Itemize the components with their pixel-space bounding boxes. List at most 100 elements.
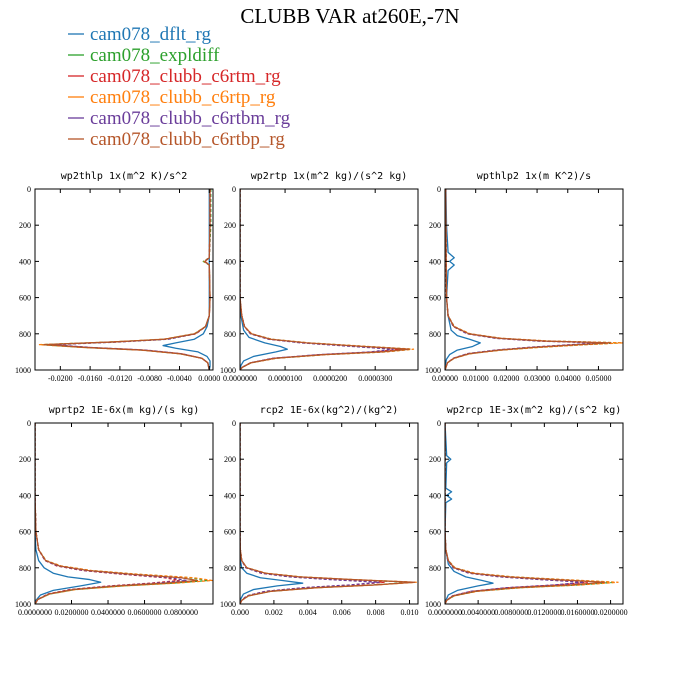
legend-label: cam078_expldiff <box>90 45 220 66</box>
y-tick-label: 400 <box>429 257 441 266</box>
y-tick-label: 0 <box>27 419 31 428</box>
x-tick-label: -0.0080 <box>137 374 162 383</box>
y-tick-label: 1000 <box>15 600 31 609</box>
series-group <box>445 189 623 370</box>
x-tick-label: 0.0120000 <box>527 608 561 617</box>
series-line <box>240 423 304 604</box>
y-tick-label: 0 <box>437 185 441 194</box>
x-tick-label: 0.0800000 <box>164 608 198 617</box>
y-tick-label: 200 <box>19 221 31 230</box>
y-tick-label: 800 <box>224 330 236 339</box>
panel-title: wpthlp2 1x(m K^2)/s <box>477 171 591 182</box>
y-tick-label: 600 <box>429 294 441 303</box>
x-tick-label: 0.0200000 <box>55 608 89 617</box>
chart-panel: wp2thlp 1x(m^2 K)/s^2 0 200 400 600 800 1000 -0… <box>15 171 220 383</box>
chart-panels: wp2thlp 1x(m^2 K)/s^2 0 200 400 600 800 1000 -0… <box>15 171 628 617</box>
plot-frame <box>444 422 624 605</box>
x-tick-label: 0.0000100 <box>268 374 302 383</box>
x-tick-label: 0.0160000 <box>560 608 594 617</box>
series-group <box>240 423 417 604</box>
x-tick-label: 0.0600000 <box>128 608 162 617</box>
x-tick-label: 0.0000000 <box>223 374 257 383</box>
series-line <box>240 189 288 370</box>
y-tick-label: 200 <box>224 455 236 464</box>
chart-panel: wp2rcp 1E-3x(m^2 kg)/(s^2 kg) 0 200 400 600 8… <box>425 405 628 617</box>
y-tick-label: 1000 <box>220 600 236 609</box>
y-tick-label: 200 <box>429 455 441 464</box>
series-group <box>35 423 213 604</box>
series-line <box>240 423 380 604</box>
series-line <box>445 423 494 604</box>
chart-panel: wpthlp2 1x(m K^2)/s 0 200 400 600 800 10000.00… <box>425 171 624 383</box>
y-tick-label: 0 <box>437 419 441 428</box>
panel-title: wp2rcp 1E-3x(m^2 kg)/(s^2 kg) <box>447 405 622 416</box>
series-line <box>240 189 410 370</box>
legend-item: cam078_expldiff <box>68 45 220 66</box>
series-line <box>240 423 417 604</box>
y-tick-label: 1000 <box>425 366 441 375</box>
figure-title: CLUBB VAR at260E,-7N <box>240 4 459 28</box>
x-tick-label: 0.0000 <box>198 374 220 383</box>
y-tick-label: 400 <box>19 257 31 266</box>
x-tick-label: 0.000 <box>231 608 249 617</box>
y-tick-label: 0 <box>232 419 236 428</box>
series-line <box>35 423 213 604</box>
series-group <box>445 423 619 604</box>
y-tick-label: 800 <box>224 564 236 573</box>
series-line <box>162 189 211 370</box>
x-tick-label: 0.05000 <box>585 374 611 383</box>
series-line <box>41 189 212 370</box>
series-line <box>445 423 619 604</box>
x-tick-label: 0.02000 <box>493 374 519 383</box>
series-line <box>445 189 612 370</box>
y-tick-label: 400 <box>429 491 441 500</box>
x-tick-label: 0.010 <box>401 608 419 617</box>
y-tick-label: 600 <box>429 528 441 537</box>
series-line <box>35 423 199 604</box>
series-line <box>445 189 600 370</box>
x-tick-label: 0.0000300 <box>358 374 392 383</box>
series-line <box>38 189 211 370</box>
x-tick-label: 0.0040000 <box>461 608 495 617</box>
plot-frame <box>239 422 419 605</box>
y-tick-label: 200 <box>19 455 31 464</box>
y-tick-label: 800 <box>19 564 31 573</box>
y-tick-label: 600 <box>224 294 236 303</box>
legend-label: cam078_clubb_c6rtm_rg <box>90 66 281 87</box>
x-tick-label: 0.0000000 <box>428 608 462 617</box>
y-tick-label: 1000 <box>15 366 31 375</box>
series-line <box>48 189 211 370</box>
series-line <box>445 423 606 604</box>
series-line <box>35 423 102 604</box>
x-tick-label: -0.0120 <box>108 374 133 383</box>
y-tick-label: 200 <box>224 221 236 230</box>
x-tick-label: -0.0200 <box>48 374 73 383</box>
x-tick-label: 0.004 <box>299 608 317 617</box>
x-tick-label: 0.0200000 <box>594 608 628 617</box>
x-tick-label: 0.00000 <box>432 374 458 383</box>
x-tick-label: 0.0000000 <box>18 608 52 617</box>
legend-label: cam078_dflt_rg <box>90 24 212 45</box>
legend: cam078_dflt_rgcam078_expldiffcam078_club… <box>68 24 291 150</box>
y-tick-label: 400 <box>224 491 236 500</box>
legend-item: cam078_clubb_c6rtbm_rg <box>68 108 291 129</box>
panel-title: wp2thlp 1x(m^2 K)/s^2 <box>61 171 187 182</box>
panel-title: wp2rtp 1x(m^2 kg)/(s^2 kg) <box>251 171 408 182</box>
x-tick-label: 0.006 <box>333 608 351 617</box>
x-tick-label: 0.0400000 <box>91 608 125 617</box>
series-line <box>445 423 616 604</box>
x-tick-label: 0.0000200 <box>313 374 347 383</box>
legend-item: cam078_clubb_c6rtbp_rg <box>68 129 285 150</box>
series-line <box>35 423 180 604</box>
y-tick-label: 800 <box>19 330 31 339</box>
panel-title: wprtp2 1E-6x(m kg)/(s kg) <box>49 405 200 416</box>
legend-item: cam078_dflt_rg <box>68 24 212 45</box>
chart-panel: wprtp2 1E-6x(m kg)/(s kg) 0 200 400 600 800 10… <box>15 405 214 617</box>
legend-label: cam078_clubb_c6rtp_rg <box>90 87 276 108</box>
y-tick-label: 1000 <box>425 600 441 609</box>
legend-label: cam078_clubb_c6rtbm_rg <box>90 108 291 129</box>
series-line <box>43 189 211 370</box>
x-tick-label: -0.0040 <box>167 374 192 383</box>
plot-frame <box>444 188 624 371</box>
